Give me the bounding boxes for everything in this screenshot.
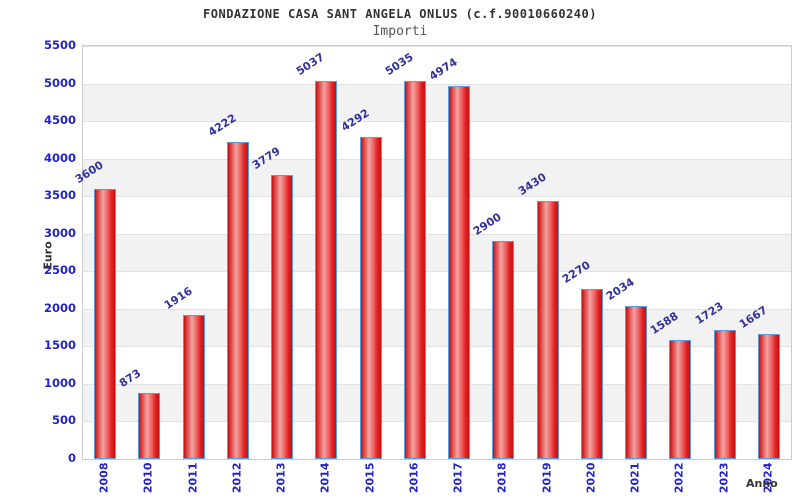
bar-2013 [271, 175, 294, 459]
y-tick-label: 500 [51, 413, 76, 428]
bar-2019 [536, 201, 559, 459]
x-tick-label: 2023 [717, 462, 731, 494]
bar-2020 [580, 288, 603, 459]
x-tick-label: 2018 [495, 462, 509, 494]
bar-2010 [138, 393, 161, 459]
x-tick-label: 2010 [141, 462, 155, 494]
y-tick-label: 1000 [43, 375, 76, 390]
x-tick-label: 2020 [584, 462, 598, 494]
bar-2023 [713, 329, 736, 459]
grid-band [83, 271, 791, 309]
y-tick-label: 4500 [43, 113, 76, 128]
chart-title: FONDAZIONE CASA SANT ANGELA ONLUS (c.f.9… [203, 7, 597, 21]
y-axis-title: Euro [41, 241, 55, 270]
x-tick-label: 2013 [274, 462, 288, 494]
bar-2011 [182, 315, 205, 459]
bar-2024 [757, 333, 780, 459]
x-tick-label: 2019 [540, 462, 554, 494]
x-tick-label: 2014 [318, 462, 332, 494]
x-axis-title: Anno [746, 477, 778, 490]
grid-band [83, 46, 791, 84]
grid-band [83, 83, 791, 122]
x-tick-label: 2022 [672, 462, 686, 494]
y-tick-label: 5000 [43, 75, 76, 90]
y-tick-label: 3500 [43, 188, 76, 203]
grid-band [83, 121, 791, 159]
bar-2012 [226, 141, 249, 459]
x-tick-label: 2011 [186, 462, 200, 494]
y-tick-label: 1500 [43, 338, 76, 353]
bar-2021 [625, 306, 648, 459]
bar-2008 [94, 188, 117, 459]
bar-2018 [492, 241, 515, 459]
plot-area: 3600 873 1916 4222 3779 5037 4292 5035 4974 2900 3… [73, 45, 792, 460]
bar-2015 [359, 136, 382, 459]
bar-2017 [448, 85, 471, 459]
x-tick-label: 2012 [230, 462, 244, 494]
bar-2016 [403, 80, 426, 459]
x-tick-label: 2016 [407, 462, 421, 494]
y-tick-label: 2500 [43, 263, 76, 278]
grid-band [83, 196, 791, 234]
bar-2014 [315, 80, 338, 459]
x-tick-label: 2017 [451, 462, 465, 494]
bar-2022 [669, 339, 692, 459]
x-tick-label: 2015 [363, 462, 377, 494]
grid-band [83, 233, 791, 272]
y-tick-label: 2000 [43, 300, 76, 315]
chart-subtitle: Importi [372, 24, 428, 39]
y-tick-label: 0 [67, 451, 76, 465]
x-tick-label: 2008 [97, 462, 111, 494]
y-tick-label: 5500 [43, 38, 76, 52]
x-tick-label: 2021 [628, 462, 642, 494]
y-tick-label: 3000 [43, 225, 76, 240]
grid-band [83, 158, 791, 197]
y-tick-label: 4000 [43, 150, 76, 165]
